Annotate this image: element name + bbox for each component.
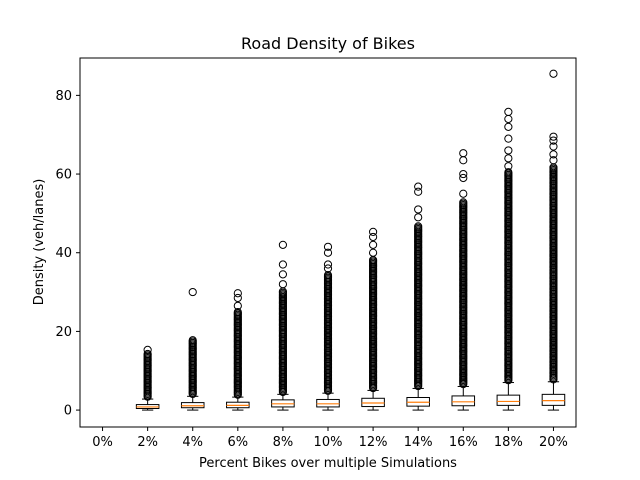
outlier-point [143, 349, 152, 359]
x-tick-label: 2% [137, 435, 158, 450]
outlier-point [368, 240, 378, 249]
x-tick-label: 18% [494, 435, 523, 450]
outlier-point [323, 264, 333, 273]
y-axis-label: Density (veh/lanes) [32, 179, 47, 306]
outlier-point [368, 227, 378, 236]
outlier-point [549, 136, 558, 145]
outlier-point [504, 154, 513, 163]
box-group [271, 240, 295, 411]
outlier-point [549, 69, 558, 78]
outlier-point [233, 308, 242, 317]
box-group [135, 345, 160, 411]
y-axis: 0 20 40 60 80 [55, 89, 80, 419]
outlier-point [504, 162, 513, 171]
outlier-point [504, 134, 513, 143]
box-group [316, 242, 340, 411]
outlier-point [414, 187, 423, 196]
outlier-point [504, 107, 513, 116]
outlier-point [549, 142, 558, 151]
outlier-point [323, 271, 333, 280]
box-group [361, 227, 385, 411]
box-group [496, 107, 521, 411]
y-tick-label: 0 [64, 404, 72, 419]
chart-title: Road Density of Bikes [241, 34, 415, 53]
outlier-point [278, 270, 288, 279]
box-group [180, 287, 205, 411]
plot-frame [79, 57, 577, 428]
box-group [451, 149, 476, 411]
outlier-point [504, 168, 513, 177]
outlier-point [459, 149, 468, 158]
x-tick-label: 16% [449, 435, 478, 450]
outlier-point [414, 205, 423, 214]
y-tick-label: 20 [55, 325, 72, 340]
outlier-point [188, 336, 197, 345]
outlier-point [459, 169, 468, 179]
outlier-point [549, 150, 558, 159]
outlier-point [323, 248, 333, 257]
outlier-point [323, 260, 333, 269]
outlier-point [278, 280, 288, 289]
outlier-point [459, 156, 468, 165]
outlier-point [549, 132, 558, 141]
outlier-point [233, 289, 242, 298]
outlier-point [459, 189, 468, 198]
x-axis-label: Percent Bikes over multiple Simulations [199, 456, 457, 471]
box-group [226, 289, 250, 411]
x-axis: 0% 2% 4% 6% 8% 10% 12% 14% 16% 18% 20% [92, 427, 568, 450]
outlier-point [459, 173, 468, 183]
y-tick-label: 40 [55, 246, 72, 261]
outlier-point [414, 213, 423, 222]
x-tick-label: 20% [539, 435, 568, 450]
outlier-point [549, 156, 558, 165]
outlier-point [414, 222, 423, 231]
box-iqr [496, 394, 521, 406]
x-tick-label: 12% [359, 435, 388, 450]
box-group [541, 69, 566, 411]
outlier-point [323, 242, 333, 251]
x-tick-label: 0% [92, 435, 113, 450]
box-iqr [541, 393, 566, 406]
outlier-point [188, 287, 197, 297]
outlier-point [233, 293, 242, 303]
outlier-point [368, 232, 378, 242]
x-tick-label: 10% [314, 435, 343, 450]
x-tick-label: 8% [273, 435, 294, 450]
box-iqr [451, 395, 476, 407]
outlier-point [459, 198, 468, 207]
outlier-point [233, 301, 242, 310]
outlier-point [278, 260, 288, 269]
outlier-point [278, 240, 288, 249]
outlier-point [368, 248, 378, 257]
y-tick-label: 60 [55, 168, 72, 183]
plot-area [135, 69, 566, 411]
box-group [406, 182, 430, 411]
outlier-point [504, 114, 513, 124]
x-tick-label: 4% [182, 435, 203, 450]
x-tick-label: 14% [404, 435, 433, 450]
y-tick-label: 80 [55, 89, 72, 104]
outlier-point [504, 122, 513, 131]
x-tick-label: 6% [228, 435, 249, 450]
outlier-point [504, 146, 513, 155]
outlier-point [143, 345, 152, 354]
outlier-point [414, 182, 423, 191]
